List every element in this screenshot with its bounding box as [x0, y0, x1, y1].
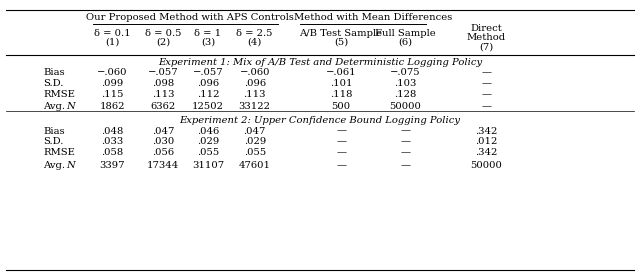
Text: .128: .128 — [394, 90, 416, 99]
Text: —: — — [400, 148, 410, 157]
Text: −.061: −.061 — [326, 68, 356, 77]
Text: —: — — [481, 103, 492, 111]
Text: δ = 0.5: δ = 0.5 — [145, 29, 182, 37]
Text: (6): (6) — [398, 37, 412, 46]
Text: 3397: 3397 — [99, 161, 125, 170]
Text: —: — — [400, 161, 410, 170]
Text: N: N — [67, 161, 76, 170]
Text: 17344: 17344 — [147, 161, 179, 170]
Text: .096: .096 — [197, 79, 219, 88]
Text: −.060: −.060 — [239, 68, 270, 77]
Text: Full Sample: Full Sample — [375, 29, 435, 37]
Text: Experiment 1: Mix of A/B Test and Deterministic Logging Policy: Experiment 1: Mix of A/B Test and Determ… — [158, 58, 482, 67]
Text: —: — — [481, 68, 492, 77]
Text: .099: .099 — [101, 79, 123, 88]
Text: .033: .033 — [101, 138, 123, 146]
Text: δ = 2.5: δ = 2.5 — [236, 29, 273, 37]
Text: RMSE: RMSE — [44, 90, 76, 99]
Text: 50000: 50000 — [470, 161, 502, 170]
Text: .113: .113 — [152, 90, 175, 99]
Text: .118: .118 — [330, 90, 353, 99]
Text: —: — — [400, 127, 410, 136]
Text: .055: .055 — [244, 148, 266, 157]
Text: Bias: Bias — [44, 68, 65, 77]
Text: A/B Test Sample: A/B Test Sample — [300, 29, 383, 37]
Text: S.D.: S.D. — [44, 79, 64, 88]
Text: −.057: −.057 — [148, 68, 179, 77]
Text: .342: .342 — [476, 127, 497, 136]
Text: 33122: 33122 — [239, 103, 271, 111]
Text: (1): (1) — [105, 37, 119, 46]
Text: (3): (3) — [201, 37, 215, 46]
Text: .101: .101 — [330, 79, 353, 88]
Text: 1862: 1862 — [99, 103, 125, 111]
Text: .342: .342 — [476, 148, 497, 157]
Text: .112: .112 — [196, 90, 220, 99]
Text: .046: .046 — [197, 127, 219, 136]
Text: .058: .058 — [101, 148, 123, 157]
Text: .096: .096 — [244, 79, 266, 88]
Text: —: — — [336, 161, 346, 170]
Text: Avg.: Avg. — [44, 161, 68, 170]
Text: 12502: 12502 — [192, 103, 224, 111]
Text: δ = 1: δ = 1 — [195, 29, 221, 37]
Text: .048: .048 — [101, 127, 123, 136]
Text: 31107: 31107 — [192, 161, 224, 170]
Text: .098: .098 — [152, 79, 174, 88]
Text: Experiment 2: Upper Confidence Bound Logging Policy: Experiment 2: Upper Confidence Bound Log… — [179, 117, 461, 125]
Text: Direct: Direct — [470, 24, 502, 33]
Text: —: — — [336, 127, 346, 136]
Text: Avg.: Avg. — [44, 103, 68, 111]
Text: (7): (7) — [479, 42, 493, 51]
Text: .113: .113 — [243, 90, 266, 99]
Text: —: — — [400, 138, 410, 146]
Text: —: — — [481, 90, 492, 99]
Text: .012: .012 — [476, 138, 497, 146]
Text: 500: 500 — [332, 103, 351, 111]
Text: δ = 0.1: δ = 0.1 — [93, 29, 131, 37]
Text: Our Proposed Method with APS Controls: Our Proposed Method with APS Controls — [86, 13, 294, 22]
Text: 47601: 47601 — [239, 161, 271, 170]
Text: .029: .029 — [197, 138, 219, 146]
Text: RMSE: RMSE — [44, 148, 76, 157]
Text: 6362: 6362 — [150, 103, 176, 111]
Text: −.060: −.060 — [97, 68, 127, 77]
Text: .056: .056 — [152, 148, 174, 157]
Text: −.075: −.075 — [390, 68, 420, 77]
Text: Bias: Bias — [44, 127, 65, 136]
Text: .047: .047 — [152, 127, 174, 136]
Text: —: — — [481, 79, 492, 88]
Text: .030: .030 — [152, 138, 174, 146]
Text: —: — — [336, 148, 346, 157]
Text: (2): (2) — [156, 37, 170, 46]
Text: Method with Mean Differences: Method with Mean Differences — [294, 13, 452, 22]
Text: (4): (4) — [248, 37, 262, 46]
Text: .103: .103 — [394, 79, 416, 88]
Text: .055: .055 — [197, 148, 219, 157]
Text: .047: .047 — [244, 127, 266, 136]
Text: S.D.: S.D. — [44, 138, 64, 146]
Text: N: N — [67, 103, 76, 111]
Text: Method: Method — [467, 34, 506, 42]
Text: .029: .029 — [244, 138, 266, 146]
Text: −.057: −.057 — [193, 68, 223, 77]
Text: 50000: 50000 — [389, 103, 421, 111]
Text: .115: .115 — [100, 90, 124, 99]
Text: (5): (5) — [334, 37, 348, 46]
Text: —: — — [336, 138, 346, 146]
